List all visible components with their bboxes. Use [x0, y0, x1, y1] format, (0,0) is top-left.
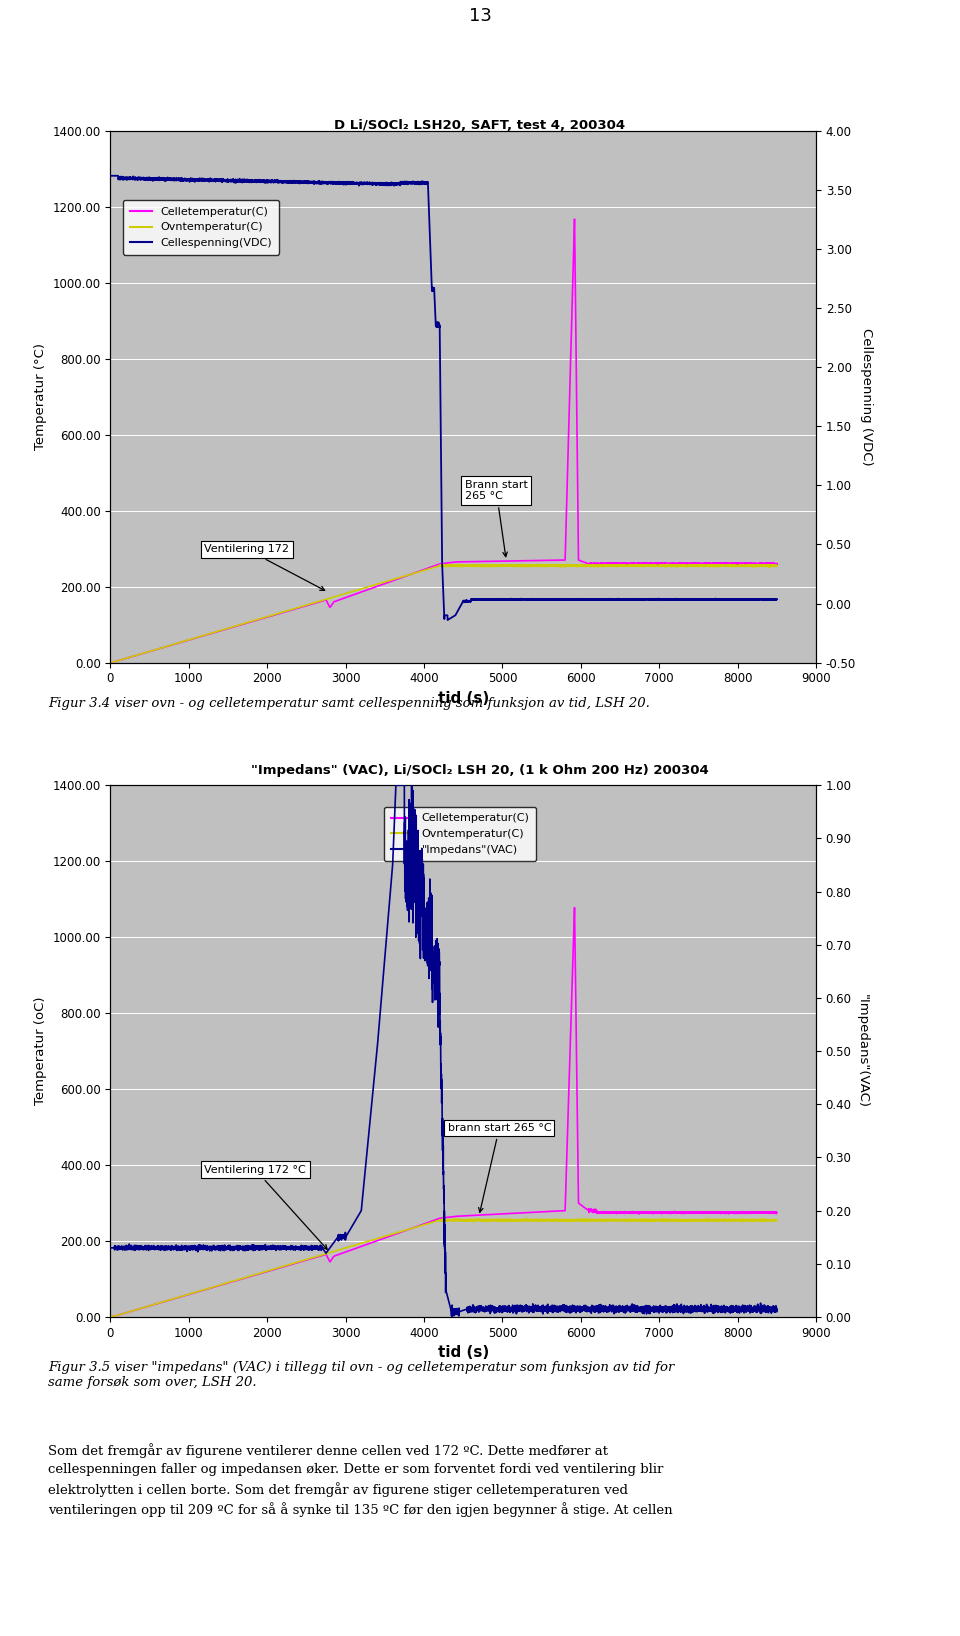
Legend: Celletemperatur(C), Ovntemperatur(C), "Impedans"(VAC): Celletemperatur(C), Ovntemperatur(C), "I…: [384, 807, 537, 861]
Text: Brann start
265 °C: Brann start 265 °C: [465, 479, 528, 556]
Text: Ventilering 172: Ventilering 172: [204, 545, 324, 591]
Text: brann start 265 °C: brann start 265 °C: [447, 1122, 551, 1212]
Y-axis label: Temperatur (oC): Temperatur (oC): [34, 996, 47, 1106]
Y-axis label: "Impedans"(VAC): "Impedans"(VAC): [855, 995, 869, 1108]
Text: 13: 13: [468, 7, 492, 26]
Text: D Li/SOCl₂ LSH20, SAFT, test 4, 200304: D Li/SOCl₂ LSH20, SAFT, test 4, 200304: [334, 119, 626, 133]
Text: "Impedans" (VAC), Li/SOCl₂ LSH 20, (1 k Ohm 200 Hz) 200304: "Impedans" (VAC), Li/SOCl₂ LSH 20, (1 k …: [252, 764, 708, 777]
Text: Figur 3.4 viser ovn - og celletemperatur samt cellespenning som funksjon av tid,: Figur 3.4 viser ovn - og celletemperatur…: [48, 697, 650, 710]
Text: Som det fremgår av figurene ventilerer denne cellen ved 172 ºC. Dette medfører a: Som det fremgår av figurene ventilerer d…: [48, 1443, 673, 1518]
X-axis label: tid (s): tid (s): [438, 690, 489, 705]
X-axis label: tid (s): tid (s): [438, 1345, 489, 1360]
Legend: Celletemperatur(C), Ovntemperatur(C), Cellespenning(VDC): Celletemperatur(C), Ovntemperatur(C), Ce…: [123, 200, 279, 255]
Y-axis label: Cellespenning (VDC): Cellespenning (VDC): [859, 327, 873, 466]
Text: Ventilering 172 °C: Ventilering 172 °C: [204, 1165, 327, 1250]
Y-axis label: Temperatur (°C): Temperatur (°C): [34, 344, 47, 450]
Text: Figur 3.5 viser "impedans" (VAC) i tillegg til ovn - og celletemperatur som funk: Figur 3.5 viser "impedans" (VAC) i tille…: [48, 1361, 674, 1389]
